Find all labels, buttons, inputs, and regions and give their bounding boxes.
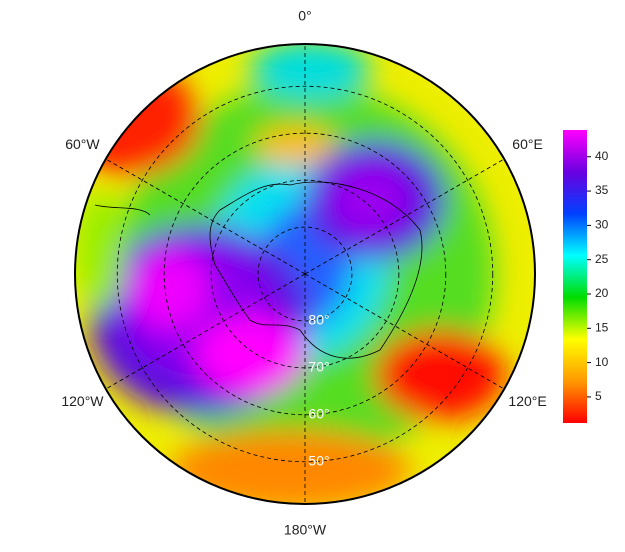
colorbar-tick-label: 20	[595, 286, 609, 300]
direction-label: 60°W	[65, 136, 100, 152]
colorbar-tick-label: 10	[595, 355, 609, 369]
meridian-line	[304, 273, 505, 390]
colorbar-tick-label: 30	[595, 218, 609, 232]
colorbar-tick-label: 35	[595, 183, 609, 197]
latitude-label: 70°	[308, 359, 329, 375]
latitude-label: 60°	[308, 406, 329, 422]
colorbar-tick-label: 25	[595, 252, 609, 266]
direction-label: 120°E	[508, 393, 546, 409]
meridian-line	[105, 158, 306, 275]
map-border	[74, 43, 536, 505]
colorbar-tick-label: 5	[595, 389, 602, 403]
meridian-line	[105, 273, 306, 390]
colorbar	[563, 130, 587, 423]
latitude-circle	[163, 132, 447, 416]
latitude-label: 80°	[308, 312, 329, 328]
meridian-line	[304, 158, 505, 275]
colorbar-tick-label: 40	[595, 149, 609, 163]
direction-label: 180°W	[284, 522, 327, 538]
coastline	[94, 181, 423, 359]
latitude-label: 50°	[308, 452, 329, 468]
colorbar-tick-label: 15	[595, 320, 609, 334]
graticule	[105, 44, 505, 504]
direction-label: 120°W	[61, 393, 104, 409]
latitude-circle	[116, 85, 494, 463]
direction-label: 0°	[298, 8, 311, 24]
latitude-circle	[257, 226, 353, 322]
direction-label: 60°E	[512, 136, 543, 152]
